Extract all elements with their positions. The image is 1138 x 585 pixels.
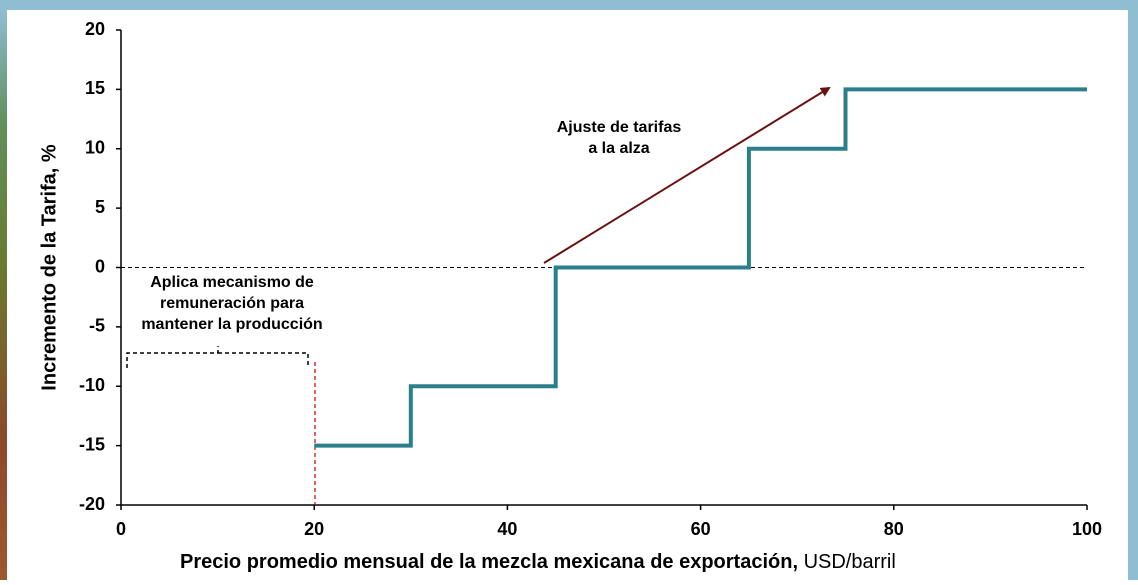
x-axis-label-main: Precio promedio mensual de la mezcla mex… [180,551,798,573]
annotation: mantener la producción [141,316,322,333]
y-tick-label: 20 [85,19,105,39]
step-line [314,87,1087,448]
x-tick-label: 80 [884,519,904,539]
y-tick-label: -15 [79,434,105,454]
plot: -20 -15 -10 -5 0 5 10 15 20 0 20 40 60 80 100 Precio pr… [38,19,1102,574]
side-band [0,10,7,580]
y-axis-label: Incremento de la Tarifa, % [38,144,60,391]
y-tick-label: -10 [79,375,105,395]
annotation: a la alza [588,140,649,157]
annotation: remuneración para [160,295,304,312]
x-tick-label: 0 [116,519,126,539]
annotation: Aplica mecanismo de [150,274,314,291]
y-tick-label: 15 [85,78,105,98]
x-tick-label: 100 [1072,519,1102,539]
bracket [126,346,309,368]
x-tick-label: 40 [497,519,517,539]
x-tick-label: 60 [691,519,711,539]
x-axis-label: Precio promedio mensual de la mezcla mex… [180,551,896,573]
y-tick-label: -20 [79,494,105,514]
y-tick-label: 10 [85,138,105,158]
y-tick-label: 0 [95,256,105,276]
annotation: Ajuste de tarifas [557,119,682,136]
arrow [543,86,831,264]
y-tick-label: 5 [95,197,105,217]
top-band [0,0,1138,10]
x-tick-label: 20 [304,519,324,539]
x-axis-label-unit: USD/barril [804,551,896,573]
y-tick-label: -5 [89,316,105,336]
right-band [1128,10,1138,580]
